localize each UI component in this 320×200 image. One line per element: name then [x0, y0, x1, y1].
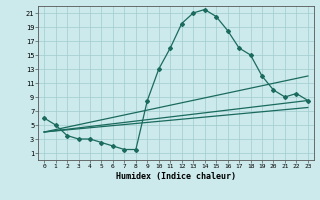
X-axis label: Humidex (Indice chaleur): Humidex (Indice chaleur)	[116, 172, 236, 181]
